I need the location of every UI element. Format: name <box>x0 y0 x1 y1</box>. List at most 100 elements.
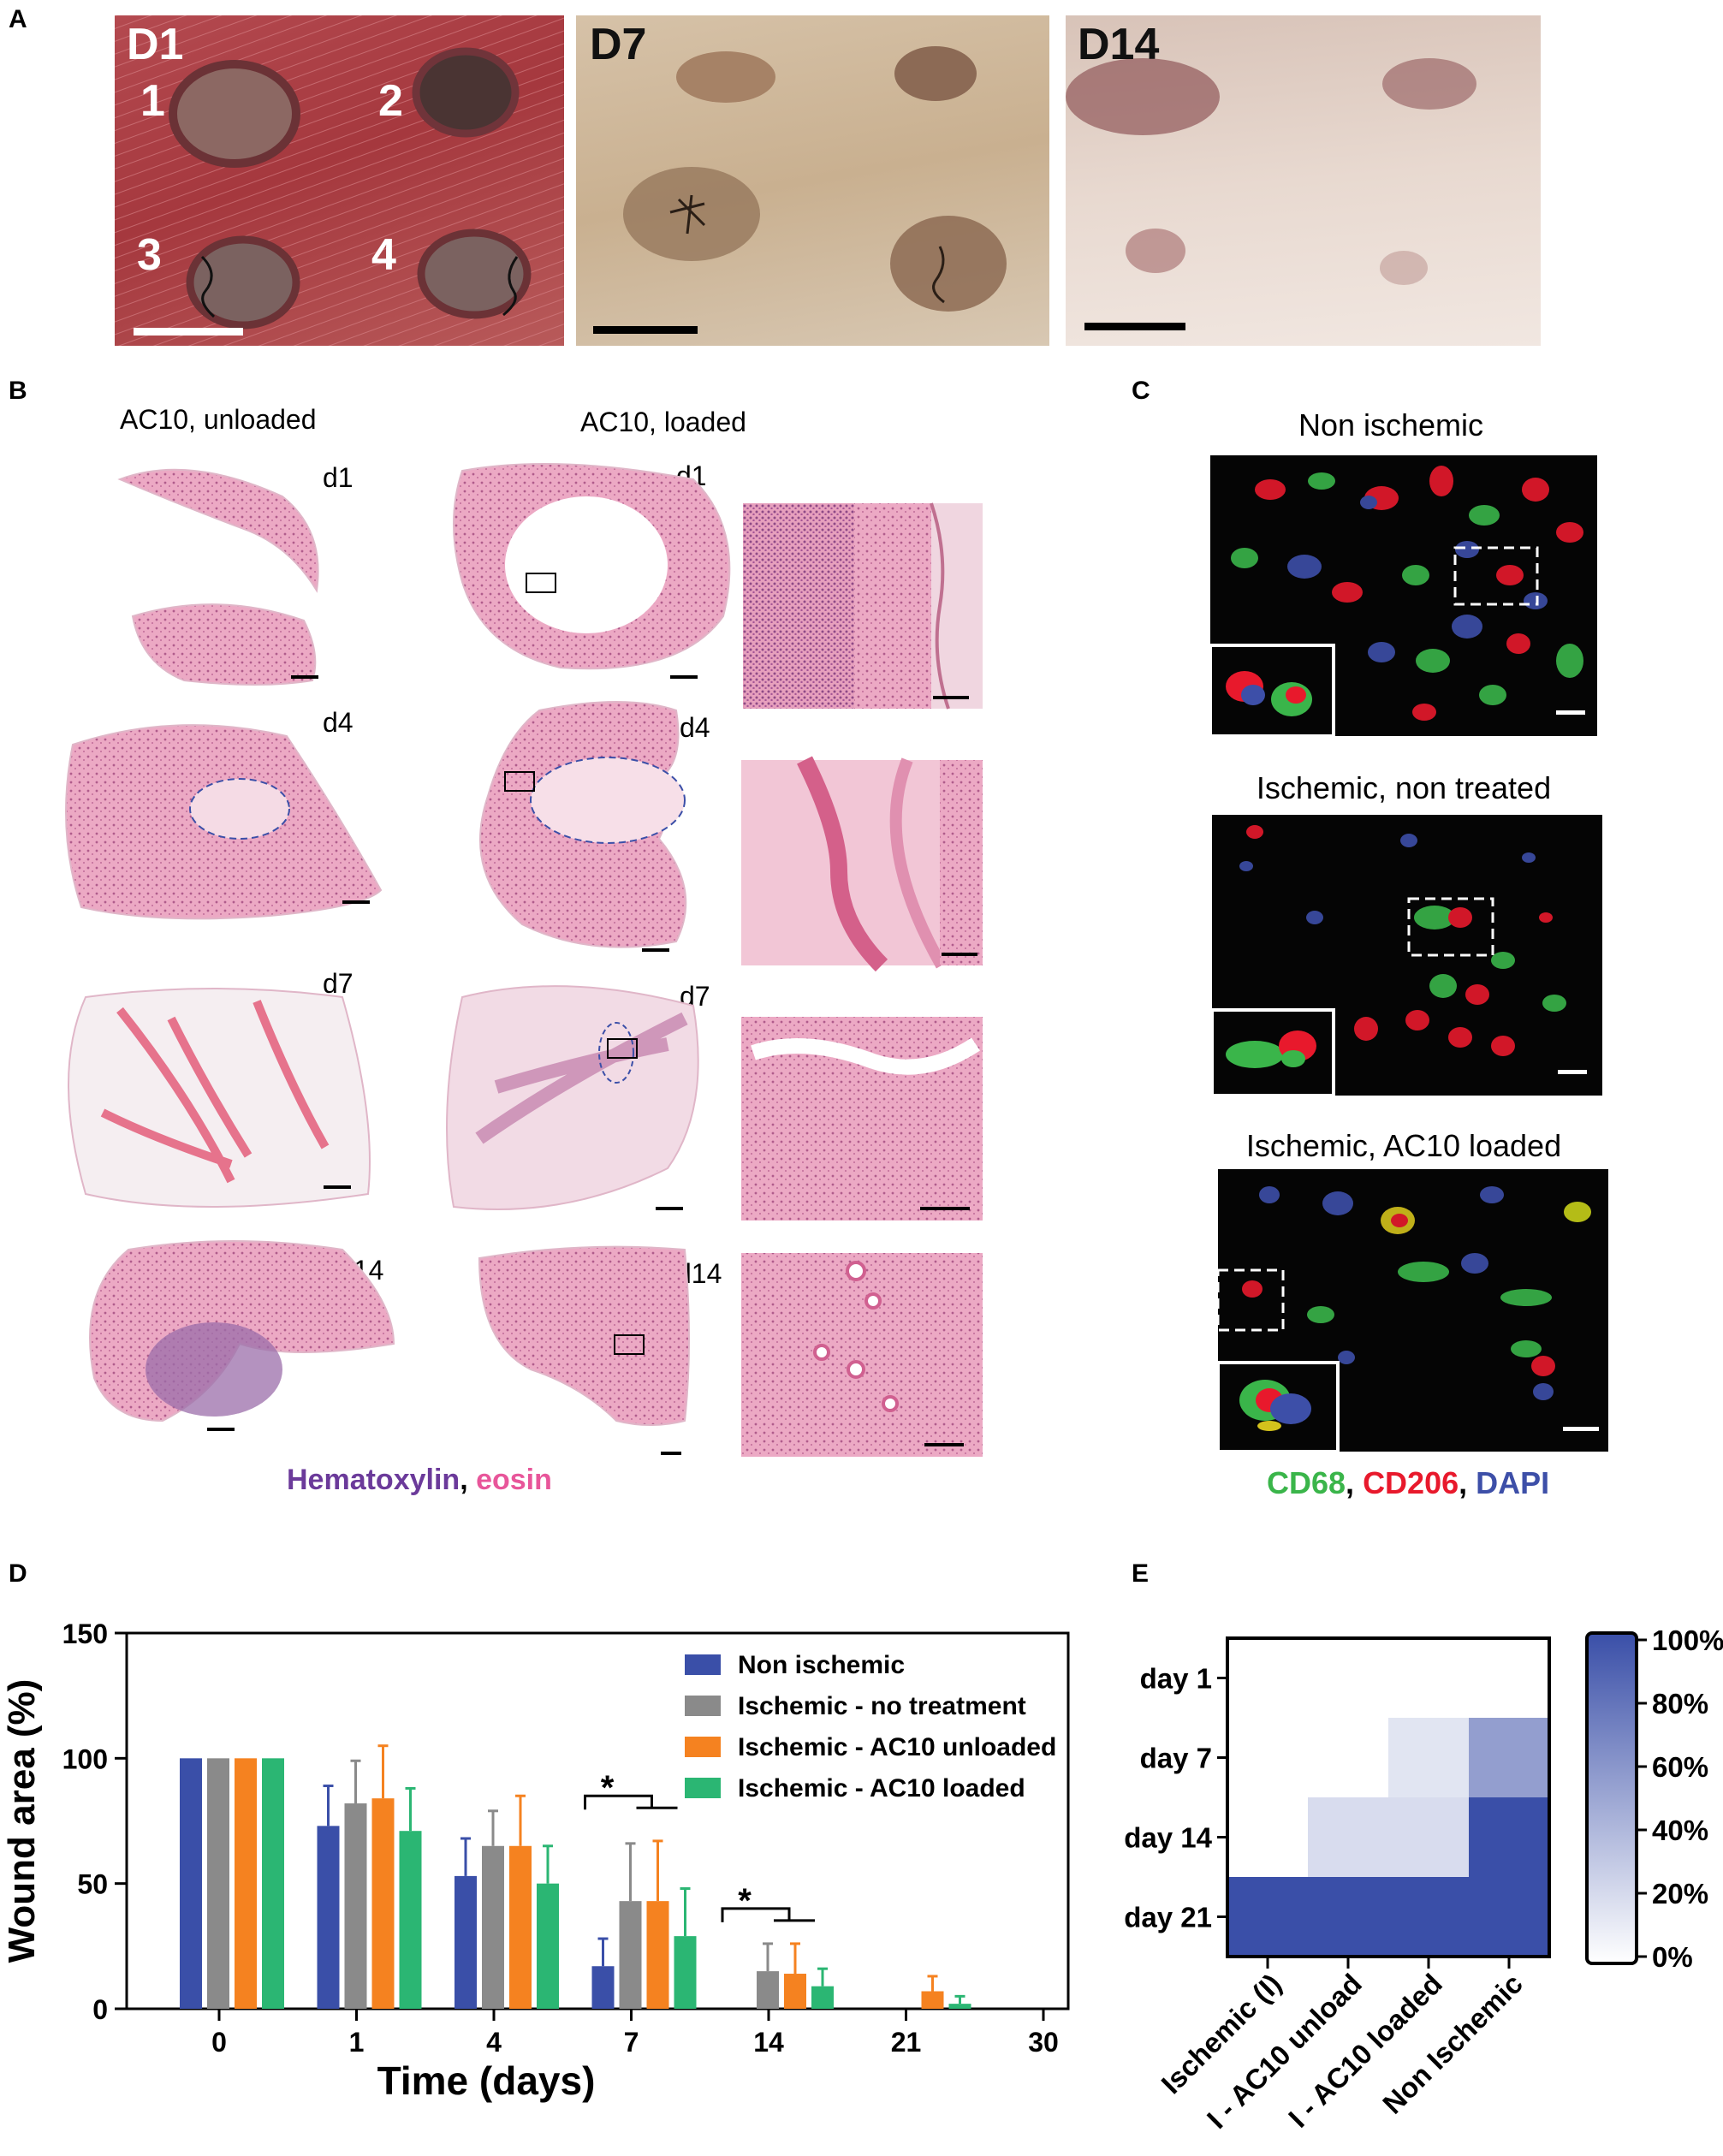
zoom-d14 <box>741 1253 983 1457</box>
wound-photo-d7: D7 <box>576 15 1049 346</box>
bar <box>207 1758 229 2009</box>
bar <box>509 1845 532 2009</box>
bar <box>811 1986 834 2009</box>
bar <box>921 1991 944 2009</box>
heatmap-frame <box>1226 1636 1551 1958</box>
day-label: d7 <box>323 968 354 999</box>
scale-tick-label: 100% <box>1652 1624 1723 1656</box>
zoom-d7 <box>741 1017 983 1221</box>
legend-dapi: DAPI <box>1476 1465 1550 1500</box>
wound-number-1: 1 <box>140 76 165 126</box>
section-d1-unloaded <box>117 468 319 686</box>
bar <box>619 1901 642 2009</box>
day-label: d4 <box>323 707 354 738</box>
x-tick-label: 1 <box>349 2027 365 2058</box>
section-d7-loaded <box>446 985 699 1210</box>
scale-tick-label: 20% <box>1652 1878 1708 1910</box>
heatmap-cell <box>1227 1877 1309 1957</box>
bar <box>646 1901 669 2009</box>
bar <box>317 1826 340 2009</box>
bar <box>948 2004 971 2009</box>
bar <box>537 1883 559 2009</box>
legend-swatch <box>685 1737 721 1757</box>
bar <box>371 1798 395 2009</box>
if-title-ischemic-ac10-loaded: Ischemic, AC10 loaded <box>1245 1128 1562 1163</box>
legend-eosin: eosin <box>476 1464 552 1496</box>
row-label: day 7 <box>1140 1743 1212 1774</box>
heatmap-cell <box>1308 1718 1389 1798</box>
row-label: day 14 <box>1124 1822 1212 1854</box>
column-title-loaded: AC10, loaded <box>580 407 746 437</box>
legend-label: Non ischemic <box>738 1651 905 1679</box>
zoom-d4 <box>741 756 983 972</box>
x-tick-label: 14 <box>753 2027 784 2058</box>
bar <box>344 1803 367 2009</box>
wound-number-4: 4 <box>371 230 396 280</box>
color-scale-bar <box>1585 1631 1638 1965</box>
section-d14-loaded <box>478 1245 690 1455</box>
wound-number-2: 2 <box>378 76 403 126</box>
day-label: d4 <box>680 712 710 743</box>
x-tick-label: 21 <box>891 2027 922 2058</box>
bar <box>784 1974 806 2009</box>
heatmap-cell <box>1469 1718 1550 1798</box>
row-label: day 1 <box>1140 1663 1212 1695</box>
x-tick-label: 7 <box>624 2027 639 2058</box>
significance-star: * <box>601 1769 615 1807</box>
legend-cd68: CD68 <box>1267 1465 1346 1500</box>
scale-tick-label: 60% <box>1652 1751 1708 1783</box>
heatmap-cell <box>1388 1877 1470 1957</box>
zoom-d1 <box>743 502 983 710</box>
photo-label-d7: D7 <box>590 20 647 69</box>
photo-label-d1: D1 <box>127 20 184 69</box>
heatmap-cell <box>1469 1797 1550 1878</box>
significance-bracket <box>721 1907 815 1922</box>
scale-bar <box>134 328 243 336</box>
bar <box>757 1971 779 2009</box>
scale-bar <box>593 326 698 334</box>
x-tick-label: 30 <box>1028 2027 1059 2058</box>
heatmap-cell <box>1227 1638 1309 1719</box>
section-d7-unloaded <box>68 988 371 1208</box>
heatmap-cell <box>1388 1718 1470 1798</box>
scale-tick-label: 0% <box>1652 1941 1693 1973</box>
legend-hematoxylin: Hematoxylin <box>287 1464 460 1496</box>
legend-swatch <box>685 1778 721 1798</box>
heatmap-cell <box>1469 1877 1550 1957</box>
column-title-unloaded: AC10, unloaded <box>120 404 317 435</box>
panel-letter-a: A <box>9 5 27 33</box>
if-title-ischemic-non-treated: Ischemic, non treated <box>1256 770 1552 805</box>
legend-label: Ischemic - AC10 unloaded <box>738 1733 1056 1761</box>
scale-tick-label: 80% <box>1652 1688 1708 1719</box>
section-d14-unloaded <box>89 1240 395 1431</box>
significance-bracket <box>584 1794 678 1810</box>
histology-sections <box>65 463 983 1457</box>
x-axis-title: Time (days) <box>377 2058 596 2103</box>
if-image-ischemic-ac10-loaded <box>1218 1169 1608 1452</box>
legend-swatch <box>685 1696 721 1716</box>
section-d1-loaded <box>453 463 731 679</box>
wound-photo-d14: D14 <box>1066 15 1541 346</box>
heatmap-cell <box>1227 1797 1309 1878</box>
wound-number-3: 3 <box>137 230 162 280</box>
if-legend: CD68, CD206, DAPI <box>1267 1465 1549 1501</box>
legend-cd206: CD206 <box>1363 1465 1459 1500</box>
section-d4-unloaded <box>65 724 383 920</box>
panel-letter-b: B <box>9 377 27 405</box>
heatmap-cell <box>1308 1877 1389 1957</box>
y-tick-label: 50 <box>77 1869 108 1900</box>
y-tick-label: 150 <box>62 1618 108 1649</box>
column-label: Non Ischemic <box>1376 1968 1529 2120</box>
y-axis-title: Wound area (%) <box>1 1679 43 1963</box>
heatmap-cell <box>1227 1718 1309 1798</box>
legend-separator: , <box>1346 1465 1364 1500</box>
legend-separator: , <box>1459 1465 1476 1500</box>
legend-swatch <box>685 1654 721 1675</box>
heatmap-cell <box>1469 1638 1550 1719</box>
bar <box>262 1758 284 2009</box>
bar <box>674 1936 697 2009</box>
wound-photo-d1: D1 1 2 3 4 <box>115 15 564 346</box>
significance-star: * <box>738 1882 752 1920</box>
